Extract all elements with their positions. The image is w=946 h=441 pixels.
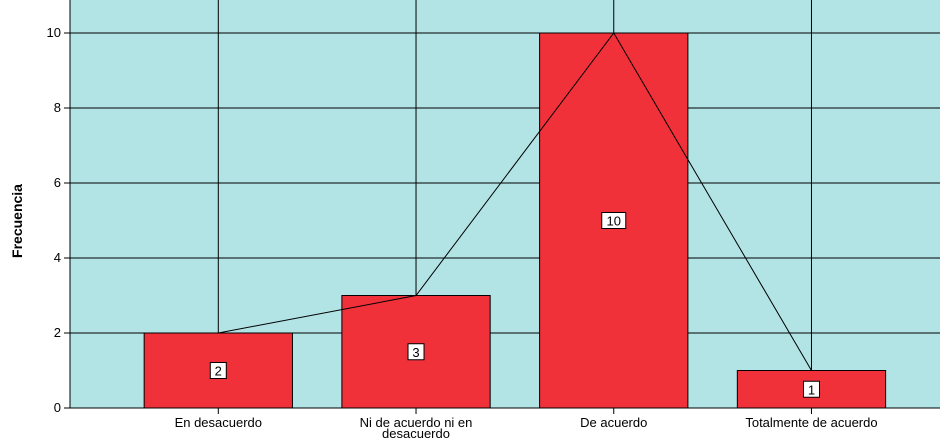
- y-tick-label-10: 10: [47, 25, 61, 40]
- data-label-0: 2: [215, 364, 222, 379]
- y-tick-label-4: 4: [54, 250, 61, 265]
- data-label-2: 10: [607, 214, 621, 229]
- data-labels: 2 3 10 1: [209, 212, 820, 398]
- frequency-line: [218, 32, 812, 371]
- y-tick-label-6: 6: [54, 175, 61, 190]
- y-tick-label-8: 8: [54, 100, 61, 115]
- data-label-box-1: [407, 343, 425, 361]
- data-label-box-2: [601, 212, 627, 229]
- data-label-box-3: [802, 380, 820, 398]
- x-tick-label-0: En desacuerdo: [175, 415, 262, 430]
- x-tick-label-1: Ni de acuerdo ni en desacuerdo: [360, 415, 473, 441]
- x-tick-label-3: Totalmente de acuerdo: [745, 415, 877, 430]
- y-axis-label: Frecuencia: [9, 184, 25, 258]
- data-label-1: 3: [412, 345, 419, 360]
- y-tick-label-2: 2: [54, 325, 61, 340]
- x-axis: En desacuerdo Ni de acuerdo ni en desacuer…: [70, 407, 940, 441]
- y-tick-label-0: 0: [54, 400, 61, 415]
- y-axis: 0 2 4 6 8 10: [47, 0, 71, 415]
- x-tick-label-2: De acuerdo: [580, 415, 647, 430]
- frequency-polyline: [218, 32, 812, 371]
- data-label-3: 1: [808, 382, 815, 397]
- data-label-box-0: [209, 362, 227, 379]
